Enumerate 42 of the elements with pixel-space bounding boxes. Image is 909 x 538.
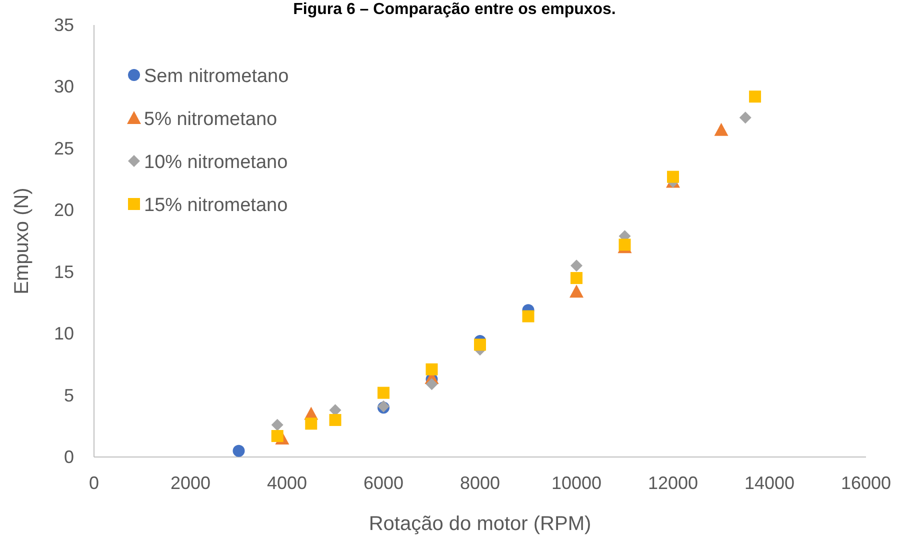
point	[426, 378, 438, 390]
y-tick-label: 5	[64, 385, 74, 406]
point	[749, 90, 762, 103]
x-tick-label: 6000	[363, 473, 404, 493]
point	[271, 430, 284, 442]
legend-label: 10% nitrometano	[144, 152, 288, 173]
y-tick-label: 15	[54, 262, 74, 282]
point	[618, 238, 631, 251]
point	[426, 363, 438, 376]
x-tick-label: 2000	[170, 473, 211, 493]
y-tick-label: 25	[54, 138, 74, 158]
x-tick-label: 14000	[744, 473, 795, 493]
legend-label: Sem nitrometano	[144, 66, 289, 87]
y-tick-label: 30	[54, 76, 74, 97]
x-tick-label: 16000	[840, 473, 892, 493]
point	[739, 112, 752, 124]
x-tick-label: 12000	[648, 473, 698, 493]
point	[522, 310, 534, 322]
point	[378, 386, 390, 399]
x-tick-label: 10000	[551, 473, 602, 493]
y-tick-label: 0	[64, 447, 74, 467]
point	[329, 414, 342, 426]
point	[570, 272, 582, 284]
point	[474, 338, 486, 351]
x-tick-label: 8000	[460, 473, 500, 493]
point	[305, 418, 318, 430]
y-tick-label: 10	[54, 324, 74, 344]
y-tick-label: 35	[54, 15, 74, 35]
y-axis-title: Empuxo (N)	[11, 188, 33, 294]
y-tick-label: 20	[54, 200, 74, 220]
x-tick-label: 4000	[266, 473, 308, 493]
x-axis-title: Rotação do motor (RPM)	[368, 513, 592, 535]
point	[667, 170, 679, 183]
chart-title: Figura 6 – Comparação entre os empuxos.	[293, 1, 616, 18]
x-tick-label: 0	[88, 473, 100, 493]
legend-label: 5% nitrometano	[144, 109, 278, 130]
point	[271, 418, 284, 431]
point	[714, 122, 728, 136]
point	[232, 444, 245, 457]
legend-label: 15% nitrometano	[144, 195, 288, 216]
point	[570, 260, 582, 272]
point	[570, 284, 584, 298]
